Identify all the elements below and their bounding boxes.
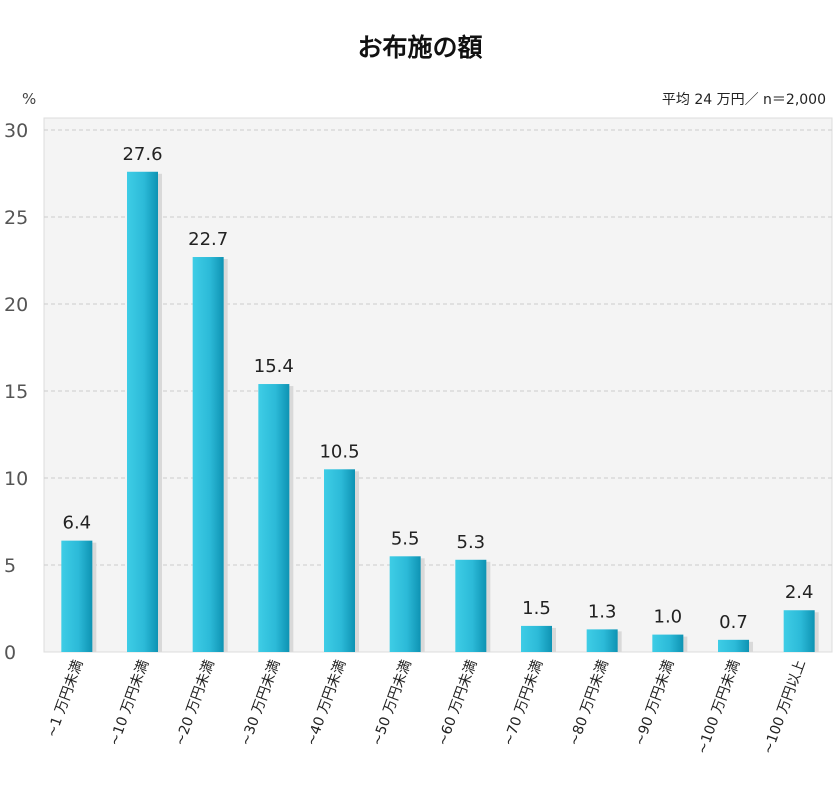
y-tick-label: 5	[4, 555, 16, 577]
data-label: 1.0	[654, 607, 683, 628]
bar	[718, 639, 749, 652]
data-label: 22.7	[188, 229, 228, 250]
y-unit-label: %	[22, 90, 36, 108]
chart-title: お布施の額	[357, 33, 482, 62]
data-label: 5.5	[391, 528, 420, 549]
bar	[455, 559, 487, 652]
x-tick-label: ~20 万円未満	[172, 658, 218, 748]
x-tick-label: ~100 万円以上	[760, 658, 809, 756]
data-label: 10.5	[319, 441, 359, 462]
bar	[127, 171, 158, 652]
bar	[586, 629, 618, 652]
chart-note: 平均 24 万円／ n＝2,000	[662, 92, 826, 108]
data-label: 1.5	[522, 598, 551, 619]
x-tick-label: ~80 万円未満	[566, 658, 612, 748]
x-tick-label: ~50 万円未満	[369, 658, 415, 748]
bar	[324, 469, 355, 652]
x-tick-label: ~60 万円未満	[435, 658, 481, 748]
bar	[389, 556, 421, 652]
y-tick-label: 0	[4, 642, 16, 664]
bar	[192, 257, 224, 652]
y-tick-label: 20	[4, 294, 28, 316]
data-label: 1.3	[588, 601, 617, 622]
y-tick-label: 15	[4, 381, 28, 403]
y-tick-label: 25	[4, 207, 28, 229]
data-label: 0.7	[719, 612, 748, 633]
x-tick-label: ~1 万円未満	[44, 658, 87, 740]
bar	[652, 634, 684, 652]
x-tick-label: ~70 万円未満	[500, 658, 546, 748]
data-label: 27.6	[122, 144, 162, 165]
bar	[61, 540, 93, 652]
x-tick-label: ~40 万円未満	[303, 658, 349, 748]
data-label: 5.3	[457, 532, 486, 553]
data-label: 15.4	[254, 356, 294, 377]
data-label: 2.4	[785, 582, 814, 603]
x-tick-label: ~30 万円未満	[238, 658, 284, 748]
bar	[521, 625, 552, 652]
x-tick-label: ~100 万円未満	[694, 658, 743, 756]
y-tick-label: 10	[4, 468, 28, 490]
x-tick-label: ~10 万円未満	[106, 658, 152, 748]
y-tick-label: 30	[4, 120, 28, 142]
data-label: 6.4	[63, 513, 92, 534]
x-tick-label: ~90 万円未満	[632, 658, 678, 748]
plot-area	[43, 117, 833, 653]
bar	[783, 610, 815, 652]
bar	[258, 384, 290, 652]
